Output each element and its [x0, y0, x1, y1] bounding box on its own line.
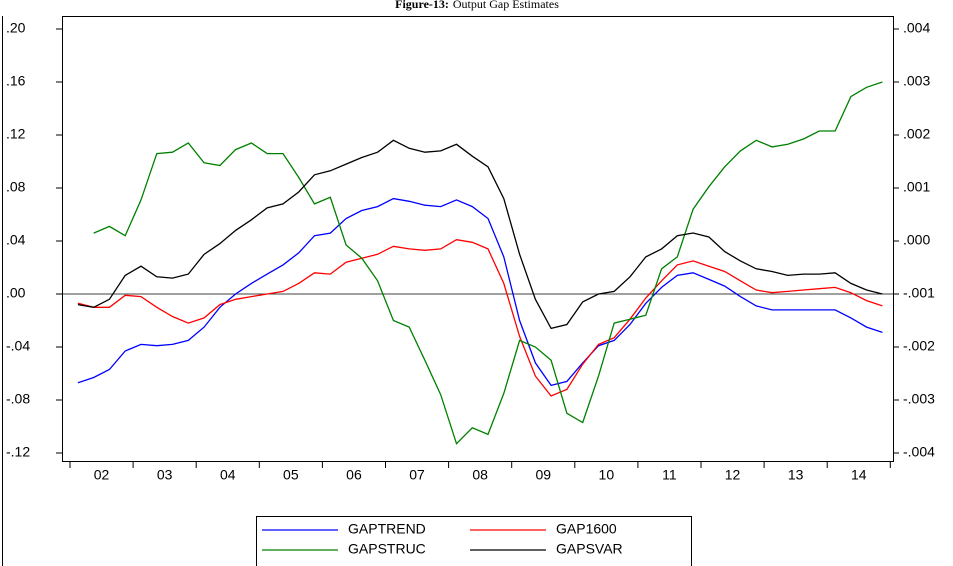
x-tick-label: 03 [157, 467, 173, 483]
y-tick-label: .08 [6, 179, 26, 195]
series-line [77, 197, 883, 387]
y-tick-label: -.12 [6, 444, 30, 460]
y-tick-label: .12 [6, 126, 26, 142]
y2-tick-label: .003 [903, 73, 930, 89]
y-tick-label: .04 [6, 232, 26, 248]
x-tick-label: 04 [220, 467, 236, 483]
x-tick-label: 12 [725, 467, 741, 483]
chart-title: Figure-13: Output Gap Estimates [395, 0, 559, 11]
x-tick-label: 06 [346, 467, 362, 483]
y2-tick-label: -.002 [903, 338, 935, 354]
x-tick-label: 09 [535, 467, 551, 483]
series-line [77, 239, 883, 397]
legend-label: GAPSVAR [556, 541, 623, 557]
x-tick-label: 13 [788, 467, 804, 483]
x-tick-label: 07 [409, 467, 425, 483]
y2-tick-label: -.001 [903, 285, 935, 301]
legend-label: GAPSTRUC [348, 541, 426, 557]
y-tick-label: .16 [6, 73, 26, 89]
y2-tick-label: -.003 [903, 391, 935, 407]
series-line [77, 139, 883, 330]
y-tick-label: .00 [6, 285, 26, 301]
y2-tick-label: .000 [903, 232, 930, 248]
series-line [93, 81, 883, 445]
legend-label: GAPTREND [348, 521, 426, 537]
y2-tick-label: .001 [903, 179, 930, 195]
x-tick-label: 10 [599, 467, 615, 483]
y-tick-label: -.08 [6, 391, 30, 407]
legend-label: GAP1600 [556, 521, 617, 537]
title-text: Output Gap Estimates [453, 0, 559, 11]
y-tick-label: -.04 [6, 338, 30, 354]
x-tick-label: 02 [94, 467, 110, 483]
x-tick-label: 11 [662, 467, 677, 483]
legend [256, 516, 692, 566]
y2-tick-label: .002 [903, 126, 930, 142]
title-label: Figure-13: [395, 0, 449, 11]
y-tick-label: .20 [6, 20, 26, 36]
y2-tick-label: .004 [903, 20, 930, 36]
plot-area [62, 16, 894, 462]
x-tick-label: 08 [472, 467, 488, 483]
x-tick-label: 05 [283, 467, 299, 483]
y2-tick-label: -.004 [903, 444, 935, 460]
x-tick-label: 14 [851, 467, 867, 483]
